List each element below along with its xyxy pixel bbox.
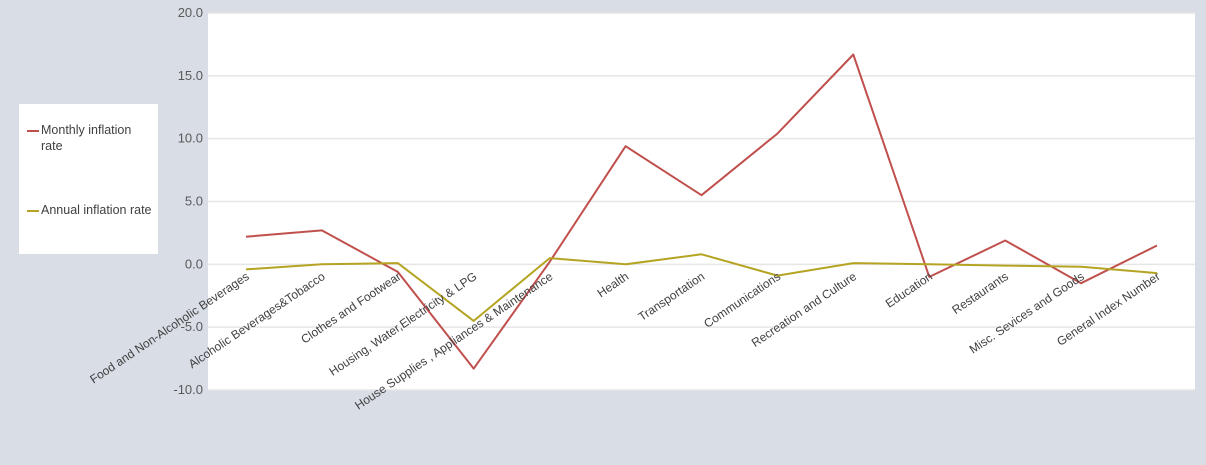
y-tick-label: 15.0 <box>178 68 203 83</box>
y-tick-label: 5.0 <box>185 194 203 209</box>
y-tick-label: -10.0 <box>173 382 203 397</box>
series-line <box>245 53 1158 370</box>
y-tick-label: 0.0 <box>185 256 203 271</box>
y-tick-label: 20.0 <box>178 5 203 20</box>
y-tick-label: -5.0 <box>181 319 203 334</box>
legend: Monthly inflation rate Annual inflation r… <box>19 104 158 254</box>
legend-label: Monthly inflation rate <box>41 123 132 153</box>
legend-swatch <box>27 130 39 132</box>
series-line <box>245 253 1158 322</box>
y-tick-label: 10.0 <box>178 131 203 146</box>
legend-label: Annual inflation rate <box>41 203 152 217</box>
legend-swatch <box>27 210 39 212</box>
